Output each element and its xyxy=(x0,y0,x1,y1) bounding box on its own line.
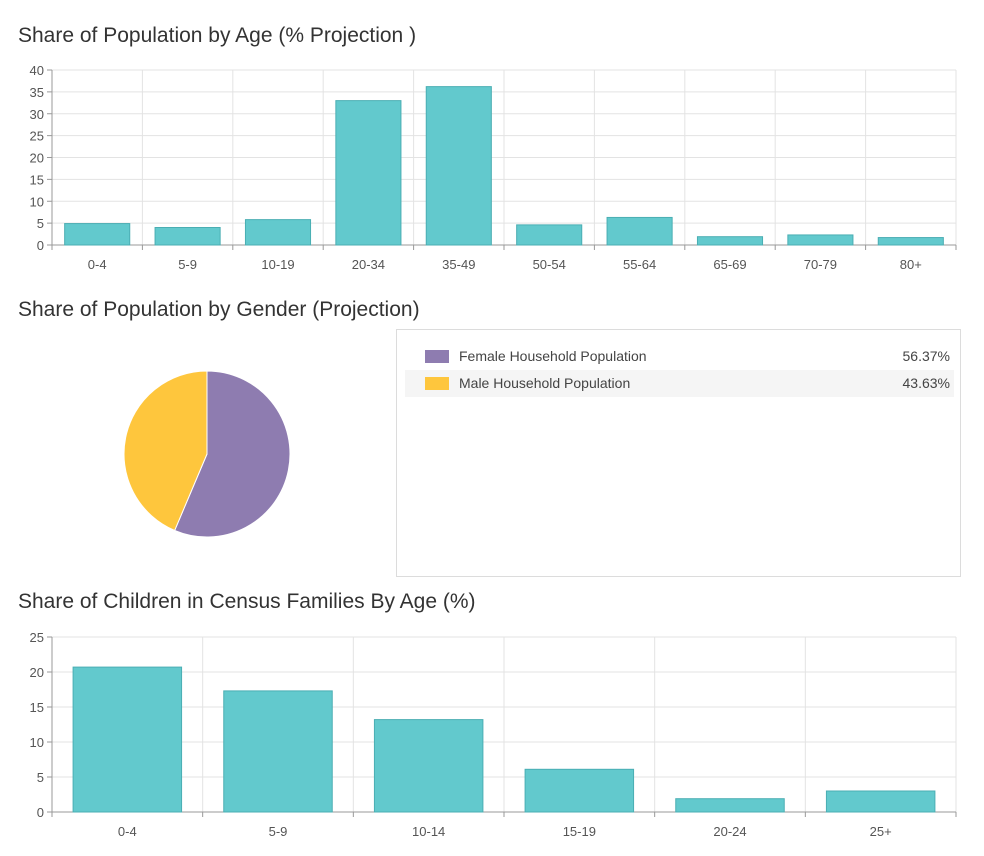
gender-legend: Female Household Population 56.37% Male … xyxy=(396,329,961,577)
age-xtick-label: 70-79 xyxy=(804,257,837,272)
age-xtick-label: 20-34 xyxy=(352,257,385,272)
age-ytick-label: 15 xyxy=(30,172,44,187)
age-ytick-label: 25 xyxy=(30,129,44,144)
legend-item-female[interactable]: Female Household Population 56.37% xyxy=(405,343,954,370)
children-ytick-label: 10 xyxy=(30,735,44,750)
age-xtick-label: 0-4 xyxy=(88,257,107,272)
children-bar-5-9[interactable] xyxy=(223,690,333,813)
children-xtick-label: 20-24 xyxy=(713,824,746,839)
legend-value-male: 43.63% xyxy=(902,375,950,391)
age-xtick-label: 55-64 xyxy=(623,257,656,272)
legend-item-male[interactable]: Male Household Population 43.63% xyxy=(405,370,954,397)
children-bar-25+[interactable] xyxy=(825,790,936,813)
children-xtick-label: 10-14 xyxy=(412,824,445,839)
age-ytick-label: 0 xyxy=(37,238,44,253)
age-bar-20-34[interactable] xyxy=(335,100,402,246)
pie-slice-male[interactable] xyxy=(123,370,208,532)
age-bar-50-54[interactable] xyxy=(516,224,583,246)
gender-pie-chart xyxy=(123,370,291,538)
children-ytick-label: 20 xyxy=(30,665,44,680)
age-xtick-label: 65-69 xyxy=(713,257,746,272)
children-ytick-label: 0 xyxy=(37,805,44,820)
gender-chart-title: Share of Population by Gender (Projectio… xyxy=(18,298,420,321)
legend-swatch-male xyxy=(425,377,449,390)
children-bar-15-19[interactable] xyxy=(524,768,635,813)
age-xtick-label: 10-19 xyxy=(261,257,294,272)
age-ytick-label: 10 xyxy=(30,194,44,209)
age-xtick-label: 80+ xyxy=(900,257,922,272)
age-bar-10-19[interactable] xyxy=(244,219,312,246)
age-ytick-label: 40 xyxy=(30,63,44,78)
age-bar-0-4[interactable] xyxy=(64,223,131,246)
age-ytick-label: 30 xyxy=(30,107,44,122)
age-bar-chart: 0 5 10 15 20 25 30 35 40 0-4 5-9 10-19 20-34 35-49 50-… xyxy=(30,63,957,272)
legend-value-female: 56.37% xyxy=(902,348,950,364)
children-xtick-label: 25+ xyxy=(870,824,892,839)
age-bar-5-9[interactable] xyxy=(154,227,221,246)
age-xtick-label: 35-49 xyxy=(442,257,475,272)
children-ytick-label: 15 xyxy=(30,700,44,715)
children-bar-0-4[interactable] xyxy=(72,666,183,813)
children-bar-20-24[interactable] xyxy=(675,798,785,813)
children-ytick-label: 25 xyxy=(30,630,44,645)
age-xtick-label: 50-54 xyxy=(533,257,566,272)
age-bar-55-64[interactable] xyxy=(606,216,673,246)
children-xtick-label: 5-9 xyxy=(269,824,288,839)
age-xtick-label: 5-9 xyxy=(178,257,197,272)
age-bar-80+[interactable] xyxy=(877,237,944,246)
children-bar-10-14[interactable] xyxy=(373,719,484,813)
children-xtick-label: 15-19 xyxy=(563,824,596,839)
pie-slice-female[interactable] xyxy=(174,370,291,538)
age-bar-65-69[interactable] xyxy=(696,236,764,246)
age-bar-70-79[interactable] xyxy=(787,234,854,246)
age-chart-title: Share of Population by Age (% Projection… xyxy=(18,24,417,47)
legend-label-male: Male Household Population xyxy=(459,375,631,391)
age-bar-35-49[interactable] xyxy=(425,86,492,246)
children-ytick-label: 5 xyxy=(37,770,44,785)
legend-label-female: Female Household Population xyxy=(459,348,647,364)
legend-swatch-female xyxy=(425,350,449,363)
children-xtick-label: 0-4 xyxy=(118,824,137,839)
children-chart-title: Share of Children in Census Families By … xyxy=(18,590,476,613)
age-ytick-label: 5 xyxy=(37,216,44,231)
age-ytick-label: 35 xyxy=(30,85,44,100)
age-ytick-label: 20 xyxy=(30,151,44,166)
